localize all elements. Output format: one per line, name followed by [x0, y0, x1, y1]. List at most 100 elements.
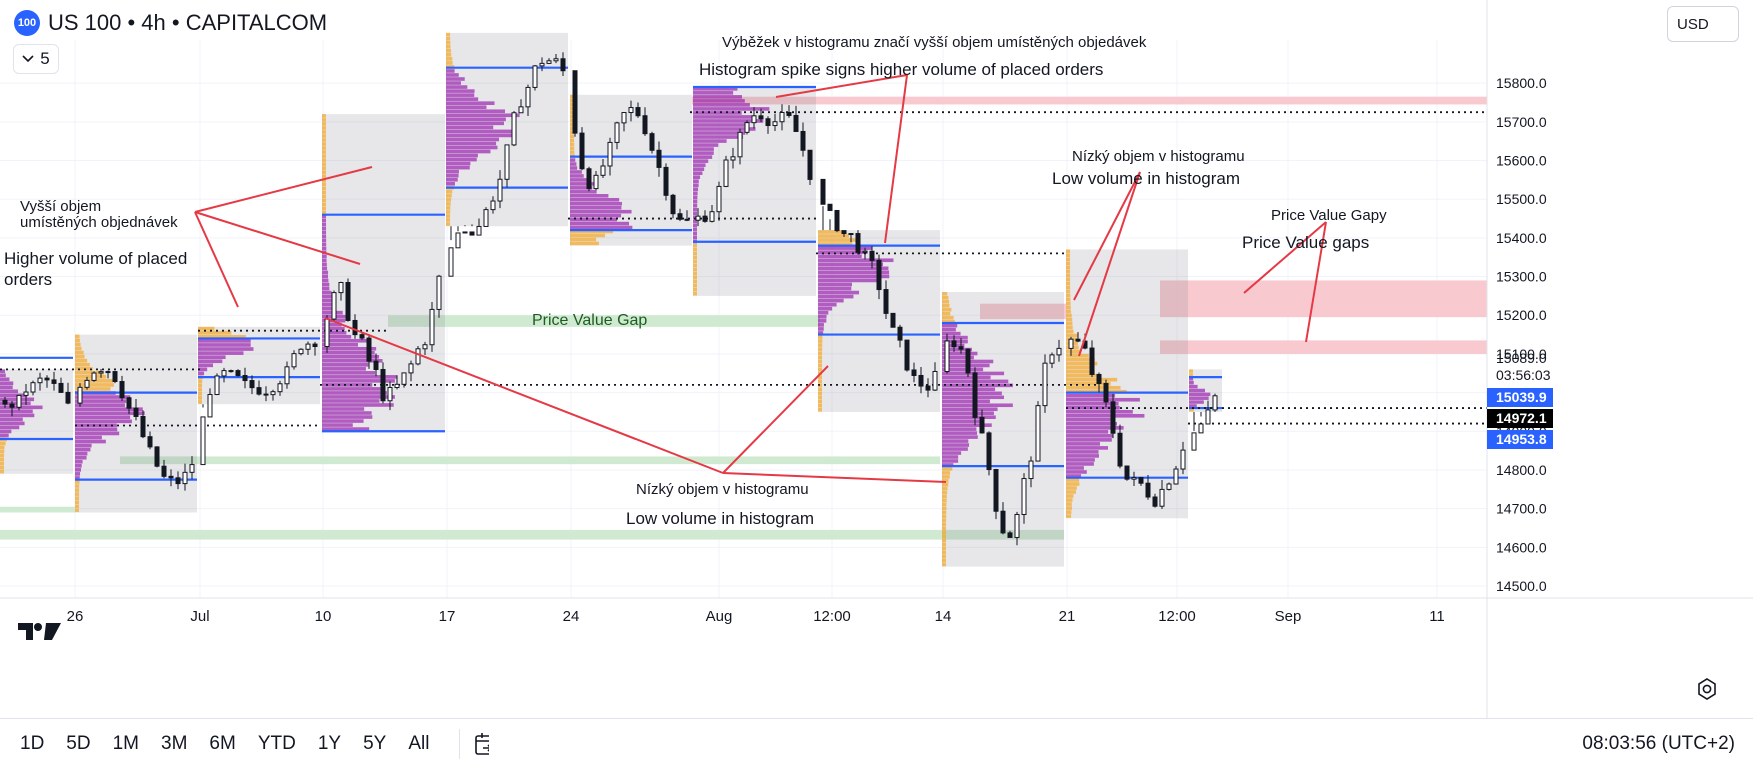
candle-body — [58, 382, 64, 393]
candle-body — [925, 385, 931, 391]
histogram-bar — [693, 127, 756, 131]
range-5d-button[interactable]: 5D — [66, 733, 91, 754]
tradingview-logo[interactable] — [16, 620, 62, 649]
symbol-title[interactable]: US 100 • 4h • CAPITALCOM — [48, 10, 328, 35]
range-3m-button[interactable]: 3M — [161, 733, 188, 754]
histogram-bar — [446, 113, 520, 118]
candle-body — [1021, 478, 1027, 515]
histogram-bar — [693, 171, 703, 175]
histogram-bar — [1189, 377, 1194, 381]
histogram-bar — [818, 375, 823, 380]
histogram-bar — [446, 222, 451, 226]
histogram-bar — [446, 32, 451, 37]
histogram-bar — [75, 375, 107, 379]
candle-body — [614, 122, 620, 143]
candle-body — [1014, 513, 1020, 538]
session-box — [446, 32, 568, 227]
histogram-bar — [942, 542, 947, 547]
histogram-bar — [446, 77, 465, 81]
price-badge — [1487, 430, 1553, 449]
histogram-bar — [1066, 466, 1084, 470]
histogram-bar — [1066, 293, 1071, 298]
histogram-bar — [322, 338, 368, 343]
range-1y-button[interactable]: 1Y — [317, 733, 342, 754]
range-5y-button[interactable]: 5Y — [363, 733, 387, 754]
histogram-bar — [1066, 305, 1071, 310]
histogram-bar — [942, 467, 953, 471]
histogram-bar — [942, 487, 948, 491]
histogram-bar — [693, 115, 753, 119]
histogram-bar — [75, 350, 84, 355]
range-6m-button[interactable]: 6M — [209, 733, 236, 754]
histogram-bar — [693, 107, 770, 111]
candle-body — [284, 366, 290, 385]
histogram-bar — [1066, 405, 1120, 410]
candle-body — [98, 371, 104, 374]
histogram-bar — [322, 407, 365, 411]
price-axis: 14500.014600.014700.014800.014900.015000… — [1487, 75, 1553, 594]
settings-gear-icon[interactable] — [1690, 672, 1724, 706]
histogram-bar — [0, 413, 35, 418]
goto-date-calendar-icon[interactable] — [459, 729, 490, 759]
candle-body — [147, 436, 153, 448]
histogram-bar — [75, 395, 131, 399]
annotations: Výběžek v histogramu značí vyšší objem u… — [4, 34, 1387, 528]
candle-body — [387, 387, 393, 402]
histogram-bar — [1066, 265, 1071, 270]
candle-body — [483, 209, 489, 227]
histogram-bar — [1066, 434, 1114, 438]
histogram-bar — [322, 158, 327, 162]
histogram-bar — [198, 326, 215, 331]
range-all-button[interactable]: All — [408, 733, 430, 754]
candle-body — [422, 344, 428, 350]
histogram-bar — [322, 395, 395, 399]
time-axis: 26 Jul 10 17 24 Aug 12:00 14 21 12:00 Sep 11 — [67, 608, 1445, 625]
histogram-bar — [818, 234, 849, 238]
histogram-bar — [446, 141, 497, 146]
currency-button[interactable]: USD — [1667, 6, 1739, 42]
histogram-bar — [322, 342, 358, 347]
histogram-bar — [446, 129, 515, 134]
histogram-bar — [0, 409, 33, 414]
histogram-bar — [75, 354, 85, 359]
histogram-bar — [818, 399, 822, 404]
histogram-bar — [818, 351, 823, 355]
histogram-bar — [1066, 253, 1071, 258]
histogram-bar — [322, 350, 375, 355]
volume-profile-session — [942, 292, 1064, 567]
histogram-bar — [446, 157, 477, 162]
histogram-bar — [818, 266, 889, 271]
range-1d-button[interactable]: 1D — [20, 733, 45, 754]
histogram-bar — [942, 419, 983, 423]
time-tick-label: 11 — [1429, 608, 1445, 625]
time-tick-label: Aug — [706, 608, 733, 625]
clock-timezone[interactable]: 08:03:56 (UTC+2) — [1582, 733, 1735, 754]
histogram-bar — [1189, 404, 1197, 408]
candle-body — [993, 469, 999, 512]
candle-body — [1159, 488, 1165, 507]
histogram-bar — [693, 87, 738, 91]
histogram-bar — [322, 162, 327, 166]
indicators-collapse-button[interactable]: 5 — [13, 44, 59, 74]
range-1m-button[interactable]: 1M — [112, 733, 139, 754]
histogram-bar — [75, 508, 80, 513]
histogram-bar — [198, 363, 214, 368]
histogram-bar — [942, 526, 947, 531]
price-tick-label: 15400.0 — [1496, 230, 1547, 246]
histogram-bar — [693, 251, 698, 256]
annotation-arrow-line — [194, 211, 239, 308]
candle-body — [91, 372, 97, 381]
candle-body — [37, 377, 43, 384]
histogram-bar — [322, 290, 332, 295]
range-ytd-button[interactable]: YTD — [257, 733, 296, 754]
histogram-bar — [446, 48, 452, 53]
histogram-bar — [818, 379, 823, 384]
histogram-bar — [446, 161, 471, 166]
candle-body — [1198, 423, 1204, 434]
histogram-bar — [942, 299, 950, 304]
candle-body — [429, 308, 435, 346]
price-tick-label: 15200.0 — [1496, 307, 1547, 323]
candle-body — [1035, 405, 1041, 462]
candle-body — [883, 289, 889, 314]
